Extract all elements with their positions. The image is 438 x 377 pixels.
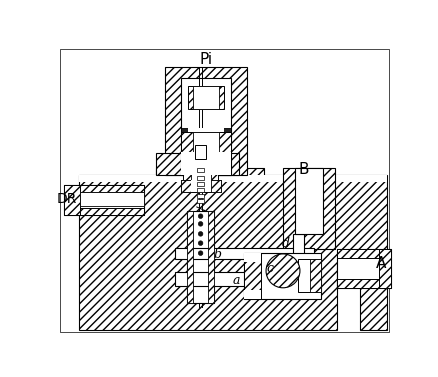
Polygon shape <box>211 180 221 192</box>
Polygon shape <box>64 208 145 215</box>
Polygon shape <box>79 175 387 182</box>
Polygon shape <box>298 259 321 292</box>
Polygon shape <box>183 165 218 180</box>
Polygon shape <box>197 169 205 172</box>
Polygon shape <box>181 132 231 153</box>
Polygon shape <box>181 153 231 175</box>
Text: DR: DR <box>57 192 77 206</box>
Polygon shape <box>175 273 314 286</box>
Polygon shape <box>244 253 261 299</box>
Polygon shape <box>197 199 205 203</box>
Text: Pi: Pi <box>199 52 212 67</box>
Polygon shape <box>197 188 205 192</box>
Polygon shape <box>294 169 323 234</box>
Polygon shape <box>191 165 211 180</box>
Circle shape <box>198 231 203 236</box>
Polygon shape <box>188 86 224 109</box>
Text: d: d <box>281 238 290 250</box>
Polygon shape <box>64 185 145 192</box>
Polygon shape <box>79 169 387 330</box>
Polygon shape <box>197 182 205 186</box>
Polygon shape <box>187 211 193 303</box>
Polygon shape <box>64 185 81 215</box>
Polygon shape <box>81 192 145 206</box>
Polygon shape <box>379 249 391 288</box>
Polygon shape <box>244 290 261 299</box>
Polygon shape <box>180 180 221 192</box>
Polygon shape <box>244 253 261 262</box>
Polygon shape <box>165 67 247 175</box>
Polygon shape <box>208 211 215 303</box>
Circle shape <box>266 254 300 288</box>
Polygon shape <box>180 180 191 192</box>
Polygon shape <box>181 78 231 153</box>
Circle shape <box>198 251 203 256</box>
Circle shape <box>198 241 203 245</box>
Polygon shape <box>191 180 211 192</box>
Circle shape <box>198 222 203 226</box>
Polygon shape <box>197 176 205 180</box>
Polygon shape <box>337 249 391 258</box>
Polygon shape <box>175 248 314 259</box>
Text: A: A <box>376 256 387 271</box>
Polygon shape <box>188 128 224 132</box>
Polygon shape <box>181 152 231 175</box>
Polygon shape <box>310 259 321 292</box>
Text: a: a <box>233 274 240 287</box>
Polygon shape <box>187 211 215 303</box>
Polygon shape <box>156 153 239 175</box>
Circle shape <box>198 214 203 219</box>
Polygon shape <box>337 249 391 288</box>
Polygon shape <box>293 234 304 280</box>
Polygon shape <box>283 169 335 249</box>
Text: c: c <box>266 262 273 275</box>
Polygon shape <box>337 279 391 288</box>
Text: b: b <box>214 248 222 261</box>
Polygon shape <box>197 194 205 198</box>
Polygon shape <box>64 185 145 215</box>
Polygon shape <box>181 128 231 132</box>
Polygon shape <box>193 132 219 153</box>
Polygon shape <box>195 146 206 159</box>
Polygon shape <box>244 253 321 299</box>
Text: B: B <box>299 162 309 178</box>
Polygon shape <box>193 86 219 109</box>
